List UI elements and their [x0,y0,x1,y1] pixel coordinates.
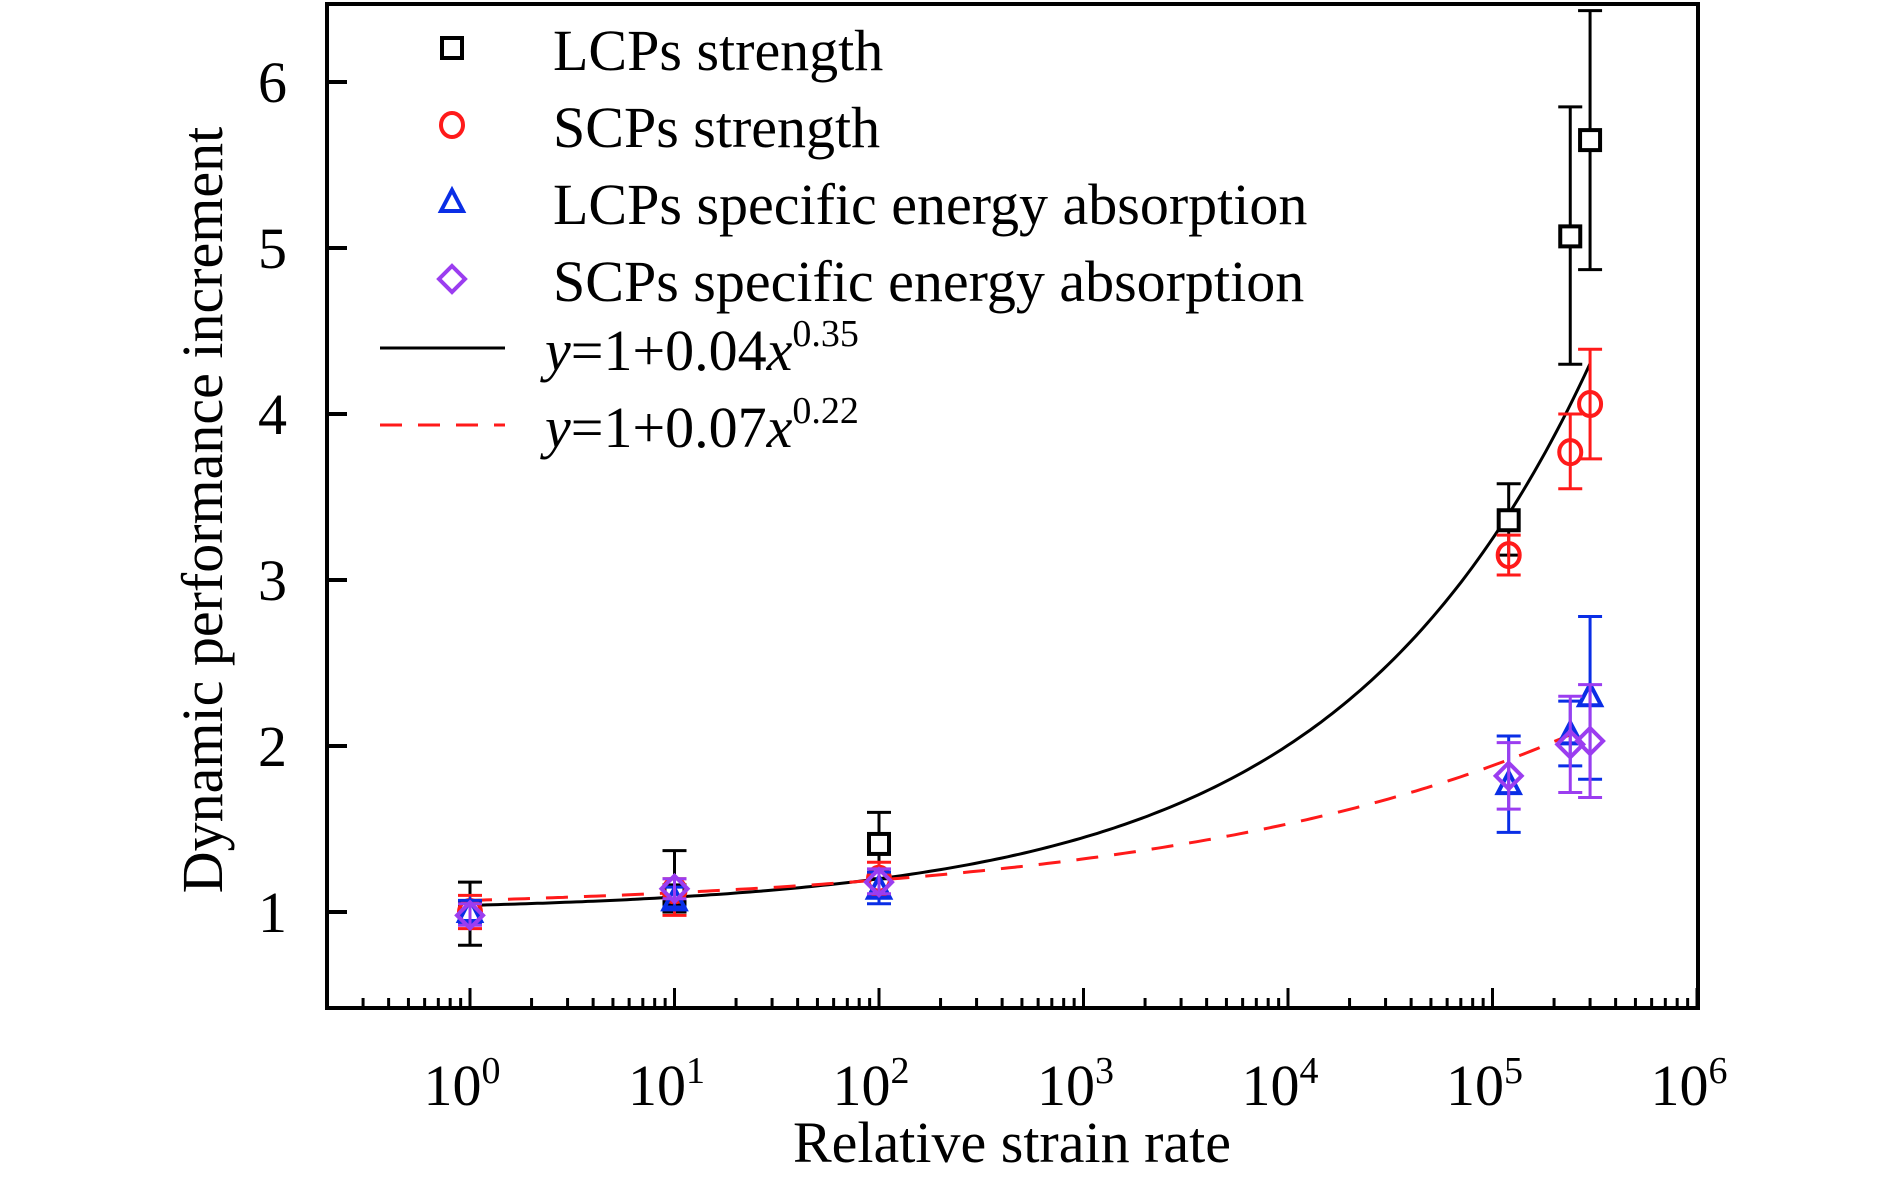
x-axis-label: Relative strain rate [793,1110,1231,1175]
y-tick-label: 1 [258,880,287,945]
plot-frame [325,2,1700,1010]
fit-curves [469,362,1592,907]
legend-marker-circle [439,111,465,139]
y-tick-label: 2 [258,714,287,779]
data-point [1578,128,1603,153]
legend-label: SCPs strength [553,95,880,160]
data-point [1496,508,1521,533]
data-point [1495,541,1522,570]
data-point [867,831,891,856]
x-tick-label: 106 [1651,1050,1728,1118]
y-axis-label: Dynamic performance increment [170,127,235,894]
legend-marker-square [440,36,464,60]
data-point [1492,760,1525,792]
x-tick-label: 104 [1242,1050,1319,1118]
legend-label: LCPs specific energy absorption [553,172,1307,237]
y-tick-label: 3 [258,548,287,613]
series-diamond [454,683,1606,932]
data-point [1557,438,1584,467]
data-point [454,899,486,932]
axes: 1 2 3 4 5 6 100 101 102 103 104 105 106 [258,2,1728,1118]
legend-label: LCPs strength [553,18,883,83]
legend-marker-triangle [437,185,467,213]
data-points [454,9,1606,947]
fit-curve-solid [469,362,1592,907]
data-point [863,866,895,898]
y-tick-label: 4 [258,382,287,447]
y-tick-label: 6 [258,50,287,115]
legend-marker-diamond [436,263,468,295]
x-tick-label: 103 [1037,1050,1114,1118]
legend-label: SCPs specific energy absorption [553,249,1304,314]
y-tick-label: 5 [258,216,287,281]
fit-curve-dashed [469,733,1571,902]
legend-fit-label: y=1+0.07x0.22 [540,390,859,460]
data-point [1558,224,1583,249]
x-tick-label: 102 [833,1050,910,1118]
data-point [658,872,691,905]
x-tick-label: 105 [1446,1050,1523,1118]
data-point [1577,390,1604,419]
series-triangle [455,615,1605,926]
x-tick-label: 100 [424,1050,501,1118]
x-tick-label: 101 [628,1050,705,1118]
legend-fit-label: y=1+0.04x0.35 [540,313,859,383]
data-point [1574,725,1606,757]
legend: LCPs strength SCPs strength LCPs specific … [380,18,1307,460]
